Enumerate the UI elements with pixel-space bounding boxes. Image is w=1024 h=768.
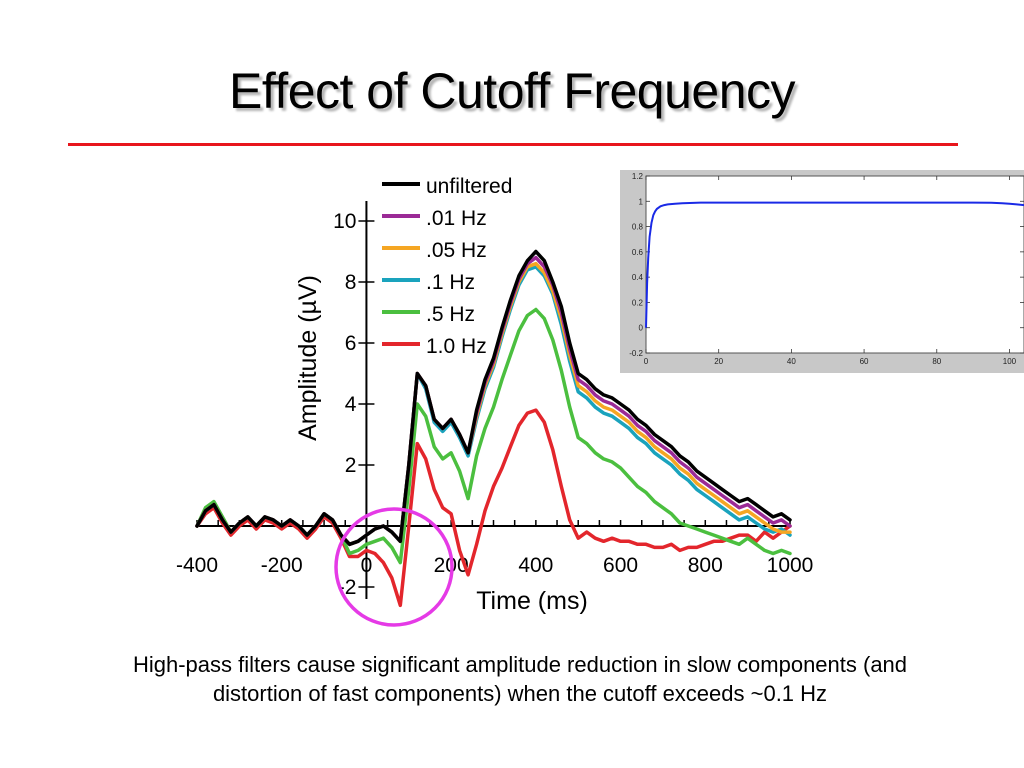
y-tick-label: 4 [345, 393, 357, 416]
inset-y-tick-label: -0.2 [629, 349, 643, 358]
inset-y-tick-label: 0 [639, 324, 644, 333]
y-tick-label: 8 [345, 271, 357, 294]
inset-x-tick-label: 40 [787, 357, 796, 366]
inset-y-tick-label: 0.8 [632, 223, 644, 232]
inset-response-curve [645, 201, 1024, 328]
highlight-circle [334, 507, 454, 627]
y-axis-label: Amplitude (µV) [294, 275, 322, 441]
inset-y-tick-label: 1 [639, 197, 644, 206]
inset-y-tick-label: 1.2 [632, 172, 644, 181]
inset-x-tick-label: 0 [644, 357, 649, 366]
series-line-unfiltered [195, 249, 792, 547]
y-tick-label: 6 [345, 332, 357, 355]
inset-filter-response: -0.2 0 0.2 0.4 0.6 0.8 1 1.2 0 20 40 60 80 100 [620, 170, 1024, 373]
inset-chart-axes: -0.200.20.40.60.811.20 20 40 60 80 100 [629, 172, 1024, 366]
legend-label: .05 Hz [426, 239, 487, 262]
series-line-1-0-hz [195, 408, 792, 608]
y-tick-label: 10 [333, 210, 356, 233]
inset-y-tick-label: 0.6 [632, 248, 644, 257]
x-tick-label: -200 [261, 554, 303, 577]
x-axis-label: Time (ms) [476, 587, 588, 615]
inset-chart-series [645, 201, 1024, 328]
slide-title: Effect of Cutoff Frequency [228, 63, 796, 119]
x-tick-label: 400 [518, 554, 553, 577]
inset-y-tick-label: 0.2 [632, 298, 644, 307]
title-underline [68, 143, 958, 146]
legend-label: 1.0 Hz [426, 335, 487, 358]
legend-label: .01 Hz [426, 207, 487, 230]
x-tick-label: -400 [176, 554, 218, 577]
inset-x-tick-label: 100 [1003, 357, 1017, 366]
inset-x-tick-label: 60 [860, 357, 869, 366]
slide-caption: High-pass filters cause significant ampl… [132, 652, 908, 706]
inset-x-tick-label: 20 [714, 357, 723, 366]
legend-label: unfiltered [426, 175, 512, 198]
inset-line-chart: -0.200.20.40.60.811.20 20 40 60 80 100 [629, 172, 1024, 366]
main-chart-series [195, 249, 792, 608]
x-tick-label: 800 [688, 554, 723, 577]
main-chart-legend: unfiltered .01 Hz .05 Hz .1 Hz .5 Hz 1.0 Hz [382, 175, 512, 358]
inset-y-tick-label: 0.4 [632, 273, 644, 282]
x-tick-label: 0 [361, 554, 373, 577]
y-tick-label: 2 [345, 454, 357, 477]
legend-label: .1 Hz [426, 271, 475, 294]
inset-x-tick-label: 80 [932, 357, 941, 366]
legend-label: .5 Hz [426, 303, 475, 326]
x-tick-label: 600 [603, 554, 638, 577]
inset-plot-area [645, 175, 1024, 354]
x-tick-label: 1000 [767, 554, 814, 577]
